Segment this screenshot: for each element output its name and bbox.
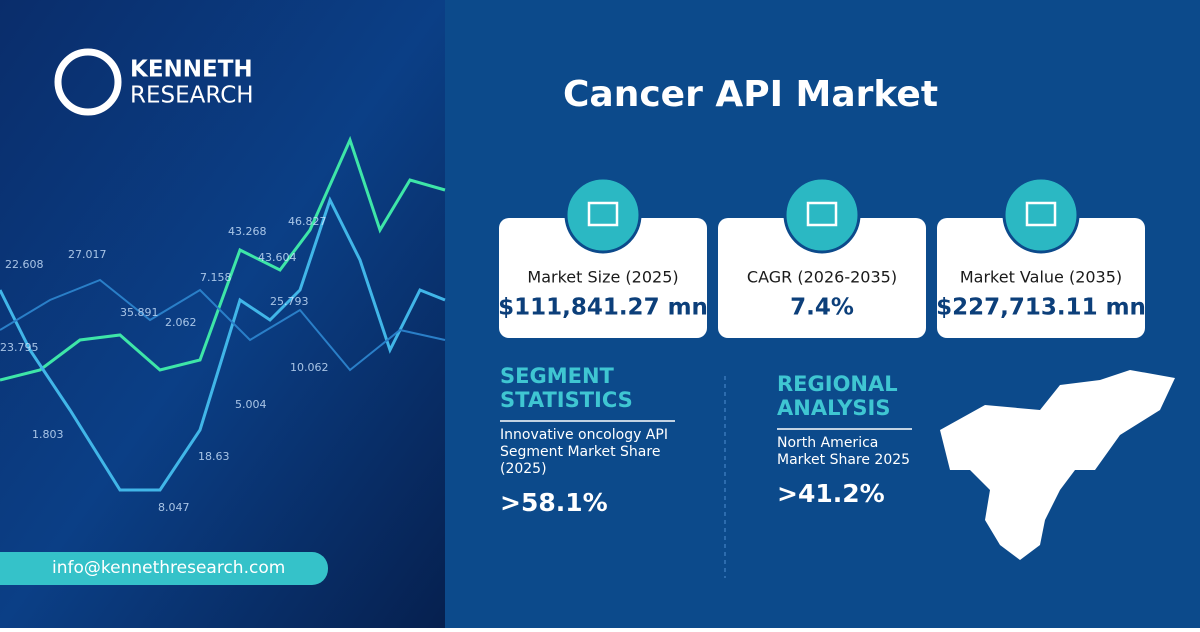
- background-label: 22.608: [5, 258, 44, 271]
- section-description: Market Share 2025: [777, 452, 910, 468]
- card: [937, 218, 1145, 338]
- brand-line1: KENNETH: [130, 57, 253, 83]
- card-icon-glyph: [806, 201, 838, 227]
- card-label: Market Size (2025): [527, 268, 678, 287]
- background-label: 5.004: [235, 398, 267, 411]
- contact-pill: [0, 552, 328, 585]
- card-label: Market Value (2035): [960, 268, 1122, 287]
- background-label: 27.017: [68, 248, 107, 261]
- card-icon-glyph: [1025, 201, 1057, 227]
- section-value: >58.1%: [500, 488, 608, 517]
- background-label: 7.158: [200, 271, 232, 284]
- background-label: 2.062: [165, 316, 197, 329]
- cards: Market Size (2025) $111,841.27 mn CAGR (20…: [498, 176, 1146, 338]
- section-heading: STATISTICS: [500, 388, 633, 412]
- background-label: 43.268: [228, 225, 267, 238]
- card: [499, 218, 707, 338]
- decor-line: [0, 278, 446, 372]
- background-label: 43.604: [258, 251, 297, 264]
- background-label: 25.793: [270, 295, 309, 308]
- decorative-chart: 22.608 27.017 23.795 35.891 1.803 8.047 18.63 2…: [0, 135, 446, 514]
- section-heading: SEGMENT: [500, 364, 615, 388]
- logo-mark: [54, 48, 122, 116]
- section-description: Innovative oncology API: [500, 427, 668, 443]
- background-label: 8.047: [158, 501, 190, 514]
- section-value: >41.2%: [777, 479, 885, 508]
- left-panel: [0, 0, 445, 628]
- section-heading: ANALYSIS: [777, 396, 890, 420]
- card: [718, 218, 926, 338]
- brand-line2: RESEARCH: [130, 83, 254, 109]
- card-value: 7.4%: [790, 295, 854, 321]
- title: Cancer API Market: [563, 74, 938, 115]
- card-icon: [783, 176, 861, 254]
- decor-line: [0, 196, 446, 492]
- background-label: 10.062: [290, 361, 329, 374]
- background-label: 46.827: [288, 215, 327, 228]
- background-label: 35.891: [120, 306, 159, 319]
- card-icon-glyph: [587, 201, 619, 227]
- background-label: 18.63: [198, 450, 230, 463]
- card-icon: [564, 176, 642, 254]
- section-description: Segment Market Share: [500, 444, 660, 460]
- card-icon: [1002, 176, 1080, 254]
- section-heading: REGIONAL: [777, 372, 898, 396]
- card-label: CAGR (2026-2035): [747, 268, 897, 287]
- card-value: $227,713.11 mn: [936, 295, 1146, 321]
- section-description: (2025): [500, 461, 547, 477]
- card-value: $111,841.27 mn: [498, 295, 708, 321]
- contact-email: info@kennethresearch.com: [52, 558, 285, 578]
- background-label: 23.795: [0, 341, 39, 354]
- background-label: 1.803: [32, 428, 64, 441]
- decor-line: [0, 135, 446, 382]
- north-america-map: [940, 370, 1175, 560]
- section-description: North America: [777, 435, 878, 451]
